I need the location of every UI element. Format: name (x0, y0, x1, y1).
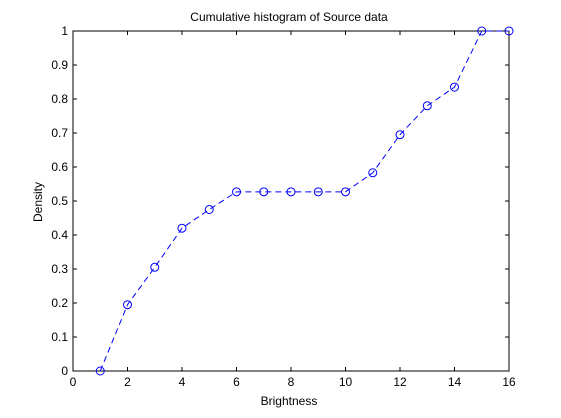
axes-box (72, 30, 510, 372)
data-point-marker (450, 82, 459, 92)
x-tick-label: 8 (288, 375, 295, 389)
data-point-marker (150, 262, 160, 272)
data-point-marker (504, 26, 514, 36)
data-point-marker (123, 300, 132, 310)
y-axis-title: Density (31, 182, 45, 222)
y-tick-label: 0.6 (51, 160, 68, 174)
x-tick-label: 10 (339, 375, 353, 389)
plot-area: 0 2 4 6 8 10 12 14 16 0 0.1 0.2 0.3 0.4 0.5 0.6 0.7 0.8 0.… (51, 24, 516, 389)
y-tick-label: 0.4 (51, 228, 68, 242)
y-tick-label: 0.9 (51, 58, 68, 72)
data-point-marker (477, 26, 487, 36)
y-tick-label: 0.5 (51, 194, 68, 208)
data-point-marker (286, 187, 296, 197)
x-tick-label: 16 (502, 375, 516, 389)
x-tick-label: 12 (393, 375, 407, 389)
data-point-marker (422, 101, 432, 111)
y-tick-label: 1 (61, 24, 68, 38)
series-line (99, 30, 509, 372)
y-tick-label: 0.7 (51, 126, 68, 140)
data-point-marker (395, 130, 405, 140)
x-axis-title: Brightness (261, 394, 318, 408)
y-tick-label: 0.1 (51, 330, 68, 344)
y-tick-label: 0 (61, 364, 68, 378)
x-tick-label: 4 (179, 375, 186, 389)
data-point-marker (177, 223, 187, 233)
y-tick-label: 0.2 (51, 296, 68, 310)
x-tick-label: 14 (448, 375, 462, 389)
data-point-marker (368, 168, 378, 178)
chart-title: Cumulative histogram of Source data (190, 10, 388, 24)
y-tick-label: 0.8 (51, 92, 68, 106)
data-point-marker (204, 205, 214, 214)
y-tick-label: 0.3 (51, 262, 68, 276)
x-tick-label: 6 (233, 375, 240, 389)
data-point-marker (232, 187, 241, 197)
x-tick-label: 2 (124, 375, 131, 389)
x-tick-label: 0 (70, 375, 77, 389)
data-point-marker (313, 187, 323, 197)
data-point-marker (95, 366, 105, 376)
data-point-marker (259, 187, 269, 197)
data-point-marker (341, 187, 350, 197)
